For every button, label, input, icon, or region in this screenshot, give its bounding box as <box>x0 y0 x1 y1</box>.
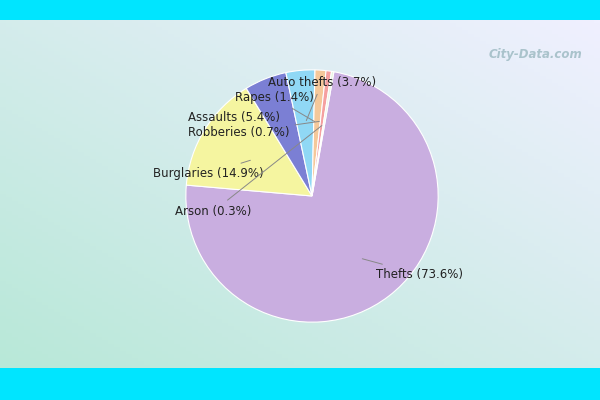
Wedge shape <box>286 70 315 196</box>
Text: Burglaries (14.9%): Burglaries (14.9%) <box>153 160 264 180</box>
Wedge shape <box>187 88 312 196</box>
Text: Arson (0.3%): Arson (0.3%) <box>175 126 322 218</box>
Text: Thefts (73.6%): Thefts (73.6%) <box>362 259 463 281</box>
Text: Assaults (5.4%): Assaults (5.4%) <box>188 111 285 128</box>
Wedge shape <box>312 71 332 196</box>
Text: Rapes (1.4%): Rapes (1.4%) <box>235 91 314 122</box>
Text: Robberies (0.7%): Robberies (0.7%) <box>188 121 319 140</box>
Wedge shape <box>312 71 334 196</box>
Text: City-Data.com: City-Data.com <box>488 48 582 61</box>
Wedge shape <box>246 72 312 196</box>
Wedge shape <box>186 72 438 322</box>
Text: Auto thefts (3.7%): Auto thefts (3.7%) <box>268 76 376 120</box>
Wedge shape <box>312 70 326 196</box>
